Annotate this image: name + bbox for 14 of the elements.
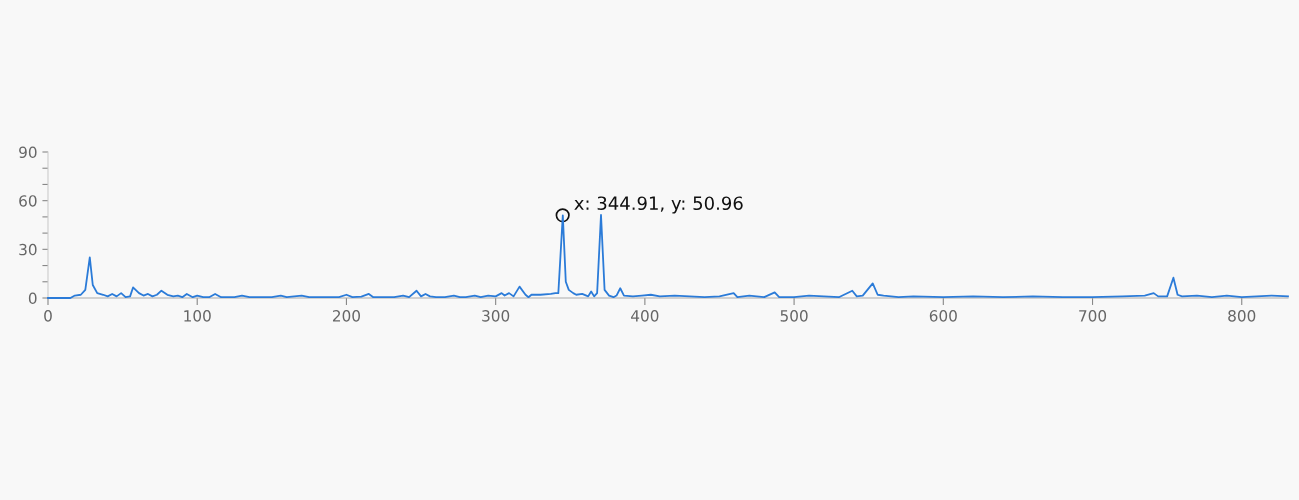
x-tick-label: 500 <box>780 310 808 322</box>
x-tick-label: 200 <box>332 310 360 322</box>
x-tick-label: 100 <box>184 310 211 322</box>
x-tick-label: 400 <box>631 310 659 322</box>
y-tick-label: 60 <box>19 195 37 207</box>
x-tick-label: 800 <box>1228 310 1256 322</box>
x-tick-label: 600 <box>929 310 957 322</box>
x-tick-label: 300 <box>482 310 510 322</box>
x-tick-label: 700 <box>1079 310 1107 322</box>
annotation: x: 344.91, y: 50.96 <box>574 196 743 214</box>
y-tick-label: 30 <box>19 243 37 256</box>
x-tick-label: 0 <box>44 310 52 322</box>
y-tick-label: 90 <box>19 146 37 159</box>
y-tick-label: 0 <box>28 292 37 305</box>
